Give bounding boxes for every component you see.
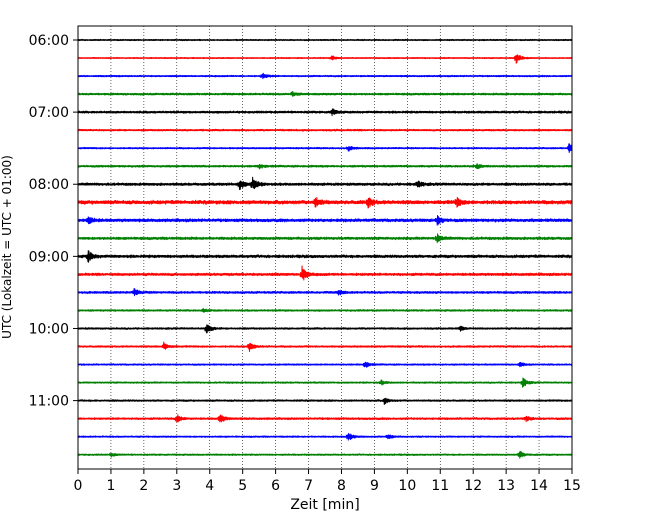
y-tick-label: 09:00	[29, 249, 69, 265]
x-tick-label: 14	[530, 478, 548, 494]
trace-1030	[77, 361, 573, 368]
trace-0945	[77, 307, 573, 313]
trace-0645	[77, 91, 573, 97]
trace-0815	[77, 196, 573, 209]
x-axis-label: Zeit [min]	[290, 497, 359, 513]
x-tick-label: 15	[563, 478, 581, 494]
plot-frame	[77, 25, 573, 470]
trace-1130	[77, 432, 573, 441]
trace-0930	[77, 288, 573, 297]
x-tick-label: 2	[139, 478, 148, 494]
x-tick-label: 4	[205, 478, 214, 494]
trace-1000	[77, 324, 573, 334]
y-tick-label: 11:00	[29, 394, 69, 410]
x-tick-label: 3	[172, 478, 181, 494]
x-tick-label: 13	[497, 478, 515, 494]
trace-1115	[77, 414, 573, 423]
trace-1145	[77, 450, 573, 459]
trace-1015	[77, 341, 573, 353]
x-axis-ticks: 0 1 2 3 4 5 6 7 8 9 10 11 12 13 14 15	[74, 469, 581, 494]
trace-0700	[77, 108, 573, 117]
trace-0600	[77, 38, 573, 42]
trace-1045	[77, 377, 573, 388]
x-tick-label: 8	[337, 478, 346, 494]
trace-0630	[77, 72, 573, 80]
y-axis-label: UTC (Lokalzeit = UTC + 01:00)	[0, 155, 14, 339]
grid-lines	[110, 26, 540, 469]
trace-0845	[77, 233, 573, 244]
y-tick-label: 06:00	[29, 33, 69, 49]
trace-0800	[77, 176, 573, 191]
trace-0745	[77, 163, 573, 170]
trace-0900	[77, 250, 573, 263]
trace-0915	[77, 265, 573, 281]
x-tick-label: 10	[398, 478, 416, 494]
trace-0715	[77, 128, 573, 132]
x-tick-label: 12	[464, 478, 482, 494]
trace-0830	[77, 215, 573, 226]
x-tick-label: 7	[304, 478, 313, 494]
trace-0615	[77, 54, 573, 64]
y-axis-ticks: 06:00 07:00 08:00 09:00 10:00 11:00	[29, 33, 78, 410]
y-tick-label: 08:00	[29, 177, 69, 193]
y-tick-label: 10:00	[29, 321, 69, 337]
trace-1100	[77, 397, 573, 405]
x-tick-label: 9	[370, 478, 379, 494]
x-tick-label: 6	[271, 478, 280, 494]
x-tick-label: 5	[238, 478, 247, 494]
y-tick-label: 07:00	[29, 105, 69, 121]
x-tick-label: 1	[106, 478, 115, 494]
x-tick-label: 11	[431, 478, 449, 494]
seismic-traces	[77, 38, 573, 459]
x-tick-label: 0	[74, 478, 83, 494]
trace-0730	[77, 143, 573, 153]
